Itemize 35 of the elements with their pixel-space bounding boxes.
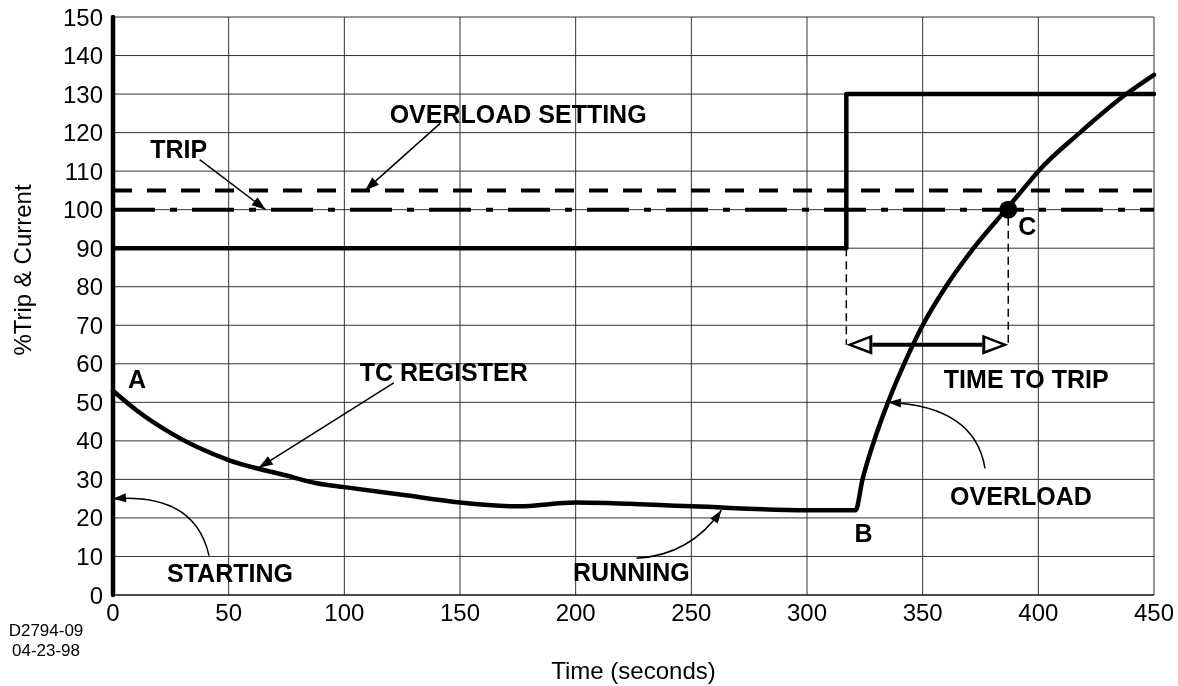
y-tick-label: 20	[76, 504, 103, 532]
y-tick-label: 150	[62, 3, 103, 31]
y-tick-label: 30	[76, 465, 103, 493]
x-tick-label: 350	[902, 599, 943, 627]
y-tick-label: 100	[62, 196, 103, 224]
y-tick-label: 40	[76, 427, 103, 455]
y-tick-label: 130	[62, 80, 103, 108]
y-tick-label: 60	[76, 350, 103, 378]
y-tick-label: 10	[76, 542, 103, 570]
y-tick-label: 90	[76, 234, 103, 262]
x-tick-label: 150	[439, 599, 481, 627]
x-axis-title: Time (seconds)	[551, 656, 716, 684]
x-tick-label: 200	[555, 599, 596, 627]
y-tick-label: 50	[76, 388, 103, 416]
y-tick-label: 80	[76, 273, 103, 301]
y-tick-label: 140	[62, 42, 103, 70]
x-tick-label: 450	[1133, 599, 1175, 627]
annotation: TC REGISTER	[359, 357, 528, 386]
annotation: B	[854, 519, 873, 548]
x-tick-label: 250	[671, 599, 712, 627]
y-axis-title: %Trip & Current	[8, 184, 36, 356]
x-tick-label: 0	[106, 599, 120, 627]
text: 04-23-98	[11, 640, 81, 660]
y-tick-label: 110	[64, 157, 103, 185]
annotation: C	[1018, 211, 1037, 240]
annotation: A	[127, 364, 147, 393]
y-tick-label: 120	[62, 119, 103, 147]
annotation: TRIP	[150, 134, 208, 163]
text: D2794-09	[8, 620, 84, 640]
x-tick-label: 100	[324, 599, 365, 627]
y-tick-label: 70	[76, 311, 103, 339]
x-tick-label: 300	[786, 599, 828, 627]
x-tick-label: 50	[215, 599, 243, 627]
x-tick-label: 400	[1018, 599, 1059, 627]
y-tick-label: 0	[89, 581, 103, 609]
